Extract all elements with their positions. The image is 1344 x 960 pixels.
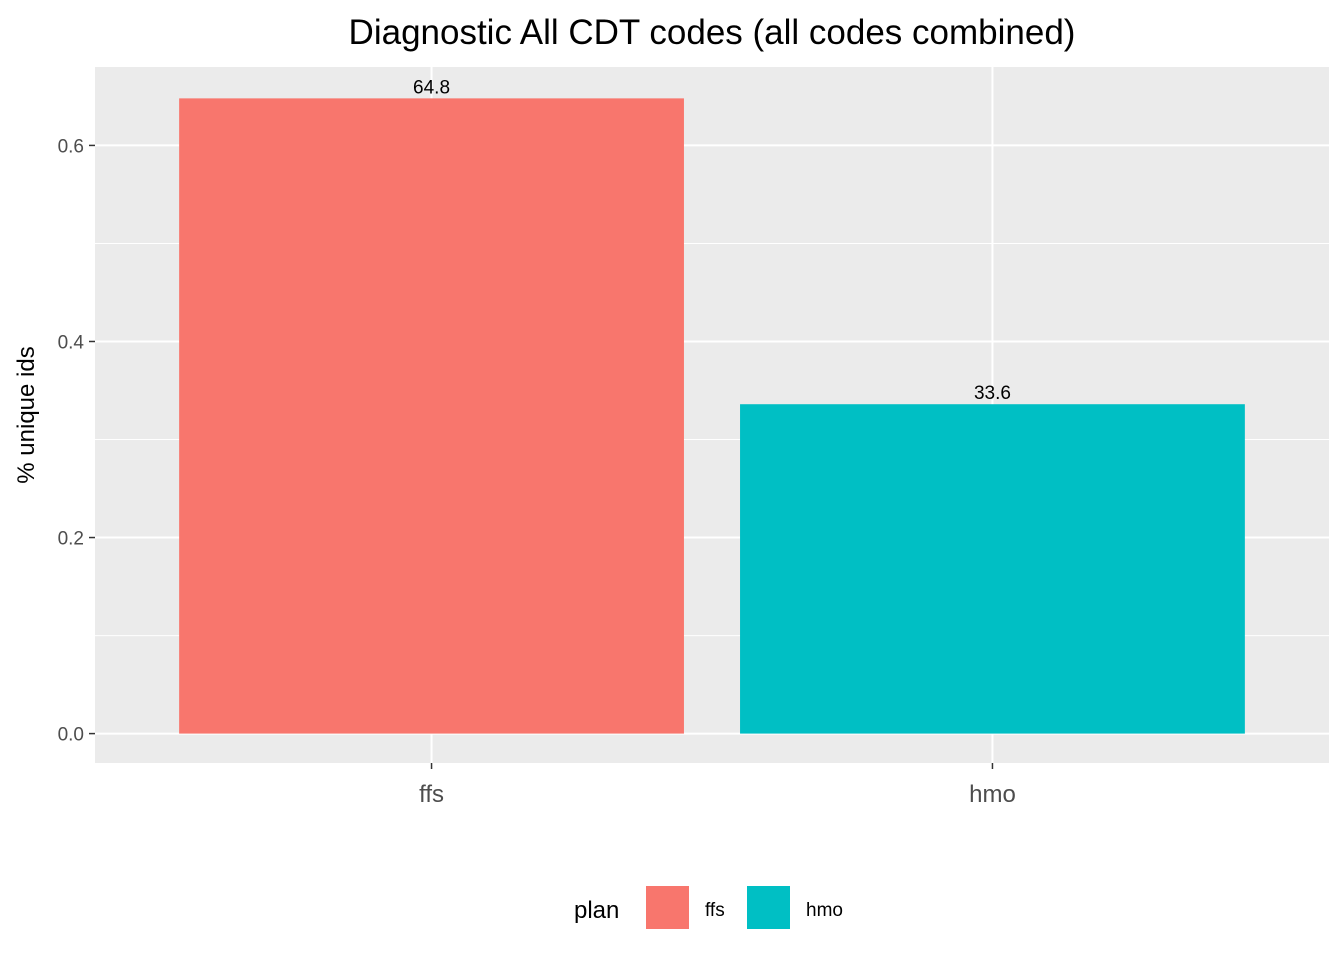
legend-label-hmo: hmo — [806, 900, 843, 921]
legend-key-hmo — [747, 886, 790, 929]
y-axis: 0.0 0.2 0.4 0.6 — [58, 136, 95, 746]
x-tick-label-ffs: ffs — [419, 781, 444, 808]
y-tick-label: 0.2 — [58, 529, 84, 550]
legend-label-ffs: ffs — [705, 900, 725, 921]
x-axis: ffs hmo — [419, 763, 1016, 808]
y-tick-label: 0.0 — [58, 725, 84, 746]
y-axis-title: % unique ids — [13, 346, 40, 483]
legend-key-ffs — [646, 886, 689, 929]
y-tick-label: 0.4 — [58, 332, 85, 353]
chart-title: Diagnostic All CDT codes (all codes comb… — [349, 13, 1076, 52]
bar-label-ffs: 64.8 — [413, 77, 450, 98]
x-tick-label-hmo: hmo — [969, 781, 1016, 808]
bar-hmo — [740, 404, 1245, 734]
bar-label-hmo: 33.6 — [974, 383, 1011, 404]
legend: plan ffs hmo — [574, 886, 843, 929]
bar-labels: 64.8 33.6 — [413, 77, 1011, 404]
bars — [179, 98, 1245, 734]
bar-ffs — [179, 98, 684, 734]
y-tick-label: 0.6 — [58, 136, 84, 157]
legend-title: plan — [574, 897, 619, 924]
